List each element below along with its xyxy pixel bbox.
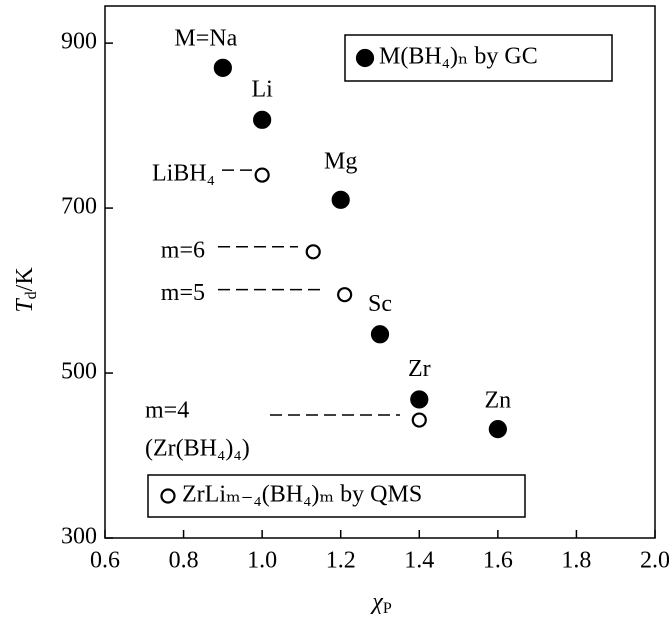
x-tick-label: 1.4 (404, 548, 434, 574)
legend-marker (160, 488, 176, 504)
data-point (331, 190, 350, 209)
point-label: M=Na (174, 25, 237, 51)
point-label: m=6 (161, 237, 205, 263)
data-point (305, 244, 321, 260)
legend-box (344, 34, 613, 82)
data-point (488, 420, 507, 439)
legend-label: M(BH₄)ₙ by GC (379, 44, 538, 70)
data-point (410, 390, 429, 409)
y-tick-label: 300 (61, 524, 97, 550)
x-tick-label: 1.0 (247, 548, 277, 574)
point-label: LiBH₄ (152, 161, 215, 187)
x-tick-label: 1.2 (326, 548, 356, 574)
point-label: Zr (408, 356, 431, 382)
legend-box (147, 474, 526, 518)
annotation: (Zr(BH₄)₄) (145, 436, 250, 462)
data-point (337, 287, 353, 303)
point-label: Li (251, 76, 273, 102)
y-axis-label: Td/K (12, 267, 40, 313)
point-label: m=5 (161, 280, 205, 306)
legend-label: ZrLiₘ₋₄(BH₄)ₘ by QMS (182, 482, 422, 508)
x-tick-label: 0.6 (90, 548, 120, 574)
data-point (411, 412, 427, 428)
y-tick-label: 500 (61, 359, 97, 385)
point-label: Mg (324, 148, 357, 174)
point-label: m=4 (145, 398, 189, 424)
data-point (253, 110, 272, 129)
plot-frame (104, 5, 656, 539)
data-point (370, 325, 390, 344)
y-tick-label: 700 (61, 194, 97, 220)
data-point (254, 167, 270, 183)
point-label: Zn (485, 388, 512, 414)
y-tick-label: 900 (61, 29, 97, 55)
data-point (213, 58, 232, 77)
x-tick-label: 1.8 (561, 548, 591, 574)
point-label: Sc (368, 291, 392, 317)
x-tick-label: 1.6 (483, 548, 513, 574)
x-tick-label: 2.0 (640, 548, 669, 574)
x-tick-label: 0.8 (169, 548, 199, 574)
legend-marker (355, 48, 375, 68)
x-axis-label: χP (370, 589, 392, 617)
